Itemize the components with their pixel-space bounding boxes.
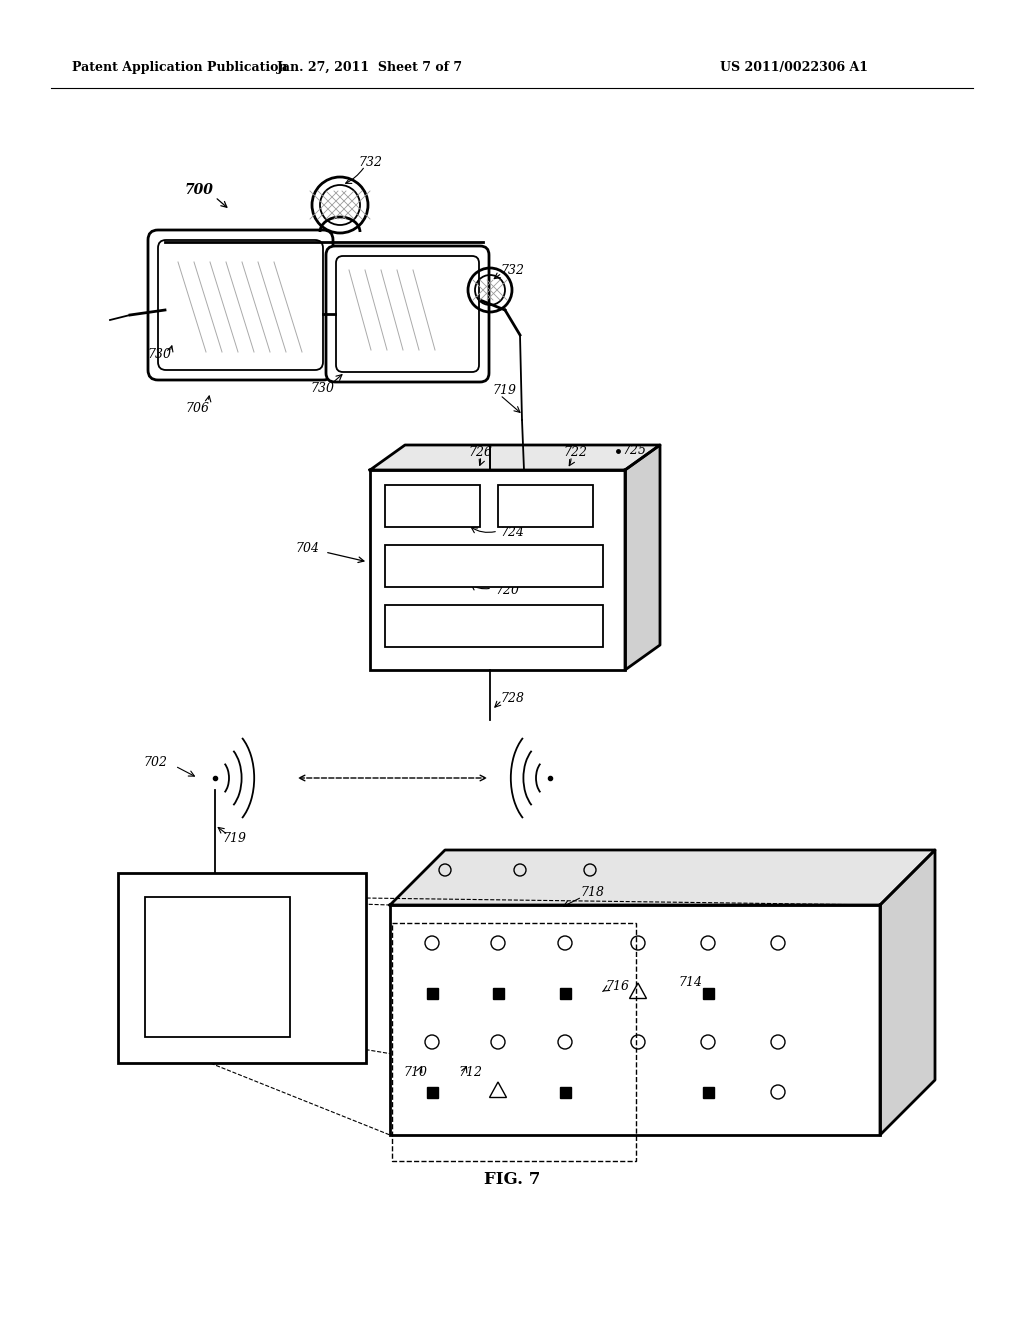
Text: 719: 719: [222, 832, 246, 845]
Text: 700: 700: [185, 183, 214, 197]
Bar: [118, 873, 366, 1063]
FancyBboxPatch shape: [326, 246, 489, 381]
Text: 732: 732: [500, 264, 524, 276]
Text: 728: 728: [500, 692, 524, 705]
Text: 716: 716: [605, 981, 629, 994]
Bar: [702, 987, 714, 998]
Bar: [385, 605, 603, 647]
Text: 730: 730: [147, 348, 171, 362]
Bar: [392, 923, 636, 1162]
Text: 719: 719: [492, 384, 516, 396]
Bar: [385, 545, 603, 587]
Bar: [493, 987, 504, 998]
Polygon shape: [880, 850, 935, 1135]
Polygon shape: [370, 445, 660, 470]
Text: 714: 714: [678, 977, 702, 990]
Bar: [427, 1086, 437, 1097]
Text: Jan. 27, 2011  Sheet 7 of 7: Jan. 27, 2011 Sheet 7 of 7: [276, 62, 463, 74]
Bar: [702, 1086, 714, 1097]
Text: 732: 732: [358, 156, 382, 169]
Bar: [559, 1086, 570, 1097]
Text: 725: 725: [622, 445, 646, 458]
Text: 726: 726: [468, 446, 492, 458]
Text: 704: 704: [295, 541, 319, 554]
Bar: [385, 484, 480, 527]
Text: 706: 706: [185, 401, 209, 414]
Polygon shape: [625, 445, 660, 671]
Bar: [390, 906, 880, 1135]
FancyBboxPatch shape: [148, 230, 333, 380]
Text: 720: 720: [495, 583, 519, 597]
Text: 730: 730: [310, 381, 334, 395]
Polygon shape: [390, 850, 935, 906]
Text: 710: 710: [403, 1067, 427, 1080]
Text: 722: 722: [563, 446, 587, 458]
Text: 718: 718: [580, 887, 604, 899]
Bar: [145, 898, 290, 1038]
Bar: [370, 470, 625, 671]
Text: Patent Application Publication: Patent Application Publication: [72, 62, 288, 74]
Text: 724: 724: [500, 527, 524, 540]
Text: FIG. 7: FIG. 7: [483, 1172, 541, 1188]
Text: 702: 702: [143, 755, 167, 768]
Text: 712: 712: [458, 1067, 482, 1080]
Bar: [427, 987, 437, 998]
Text: US 2011/0022306 A1: US 2011/0022306 A1: [720, 62, 868, 74]
Bar: [559, 987, 570, 998]
Bar: [498, 484, 593, 527]
